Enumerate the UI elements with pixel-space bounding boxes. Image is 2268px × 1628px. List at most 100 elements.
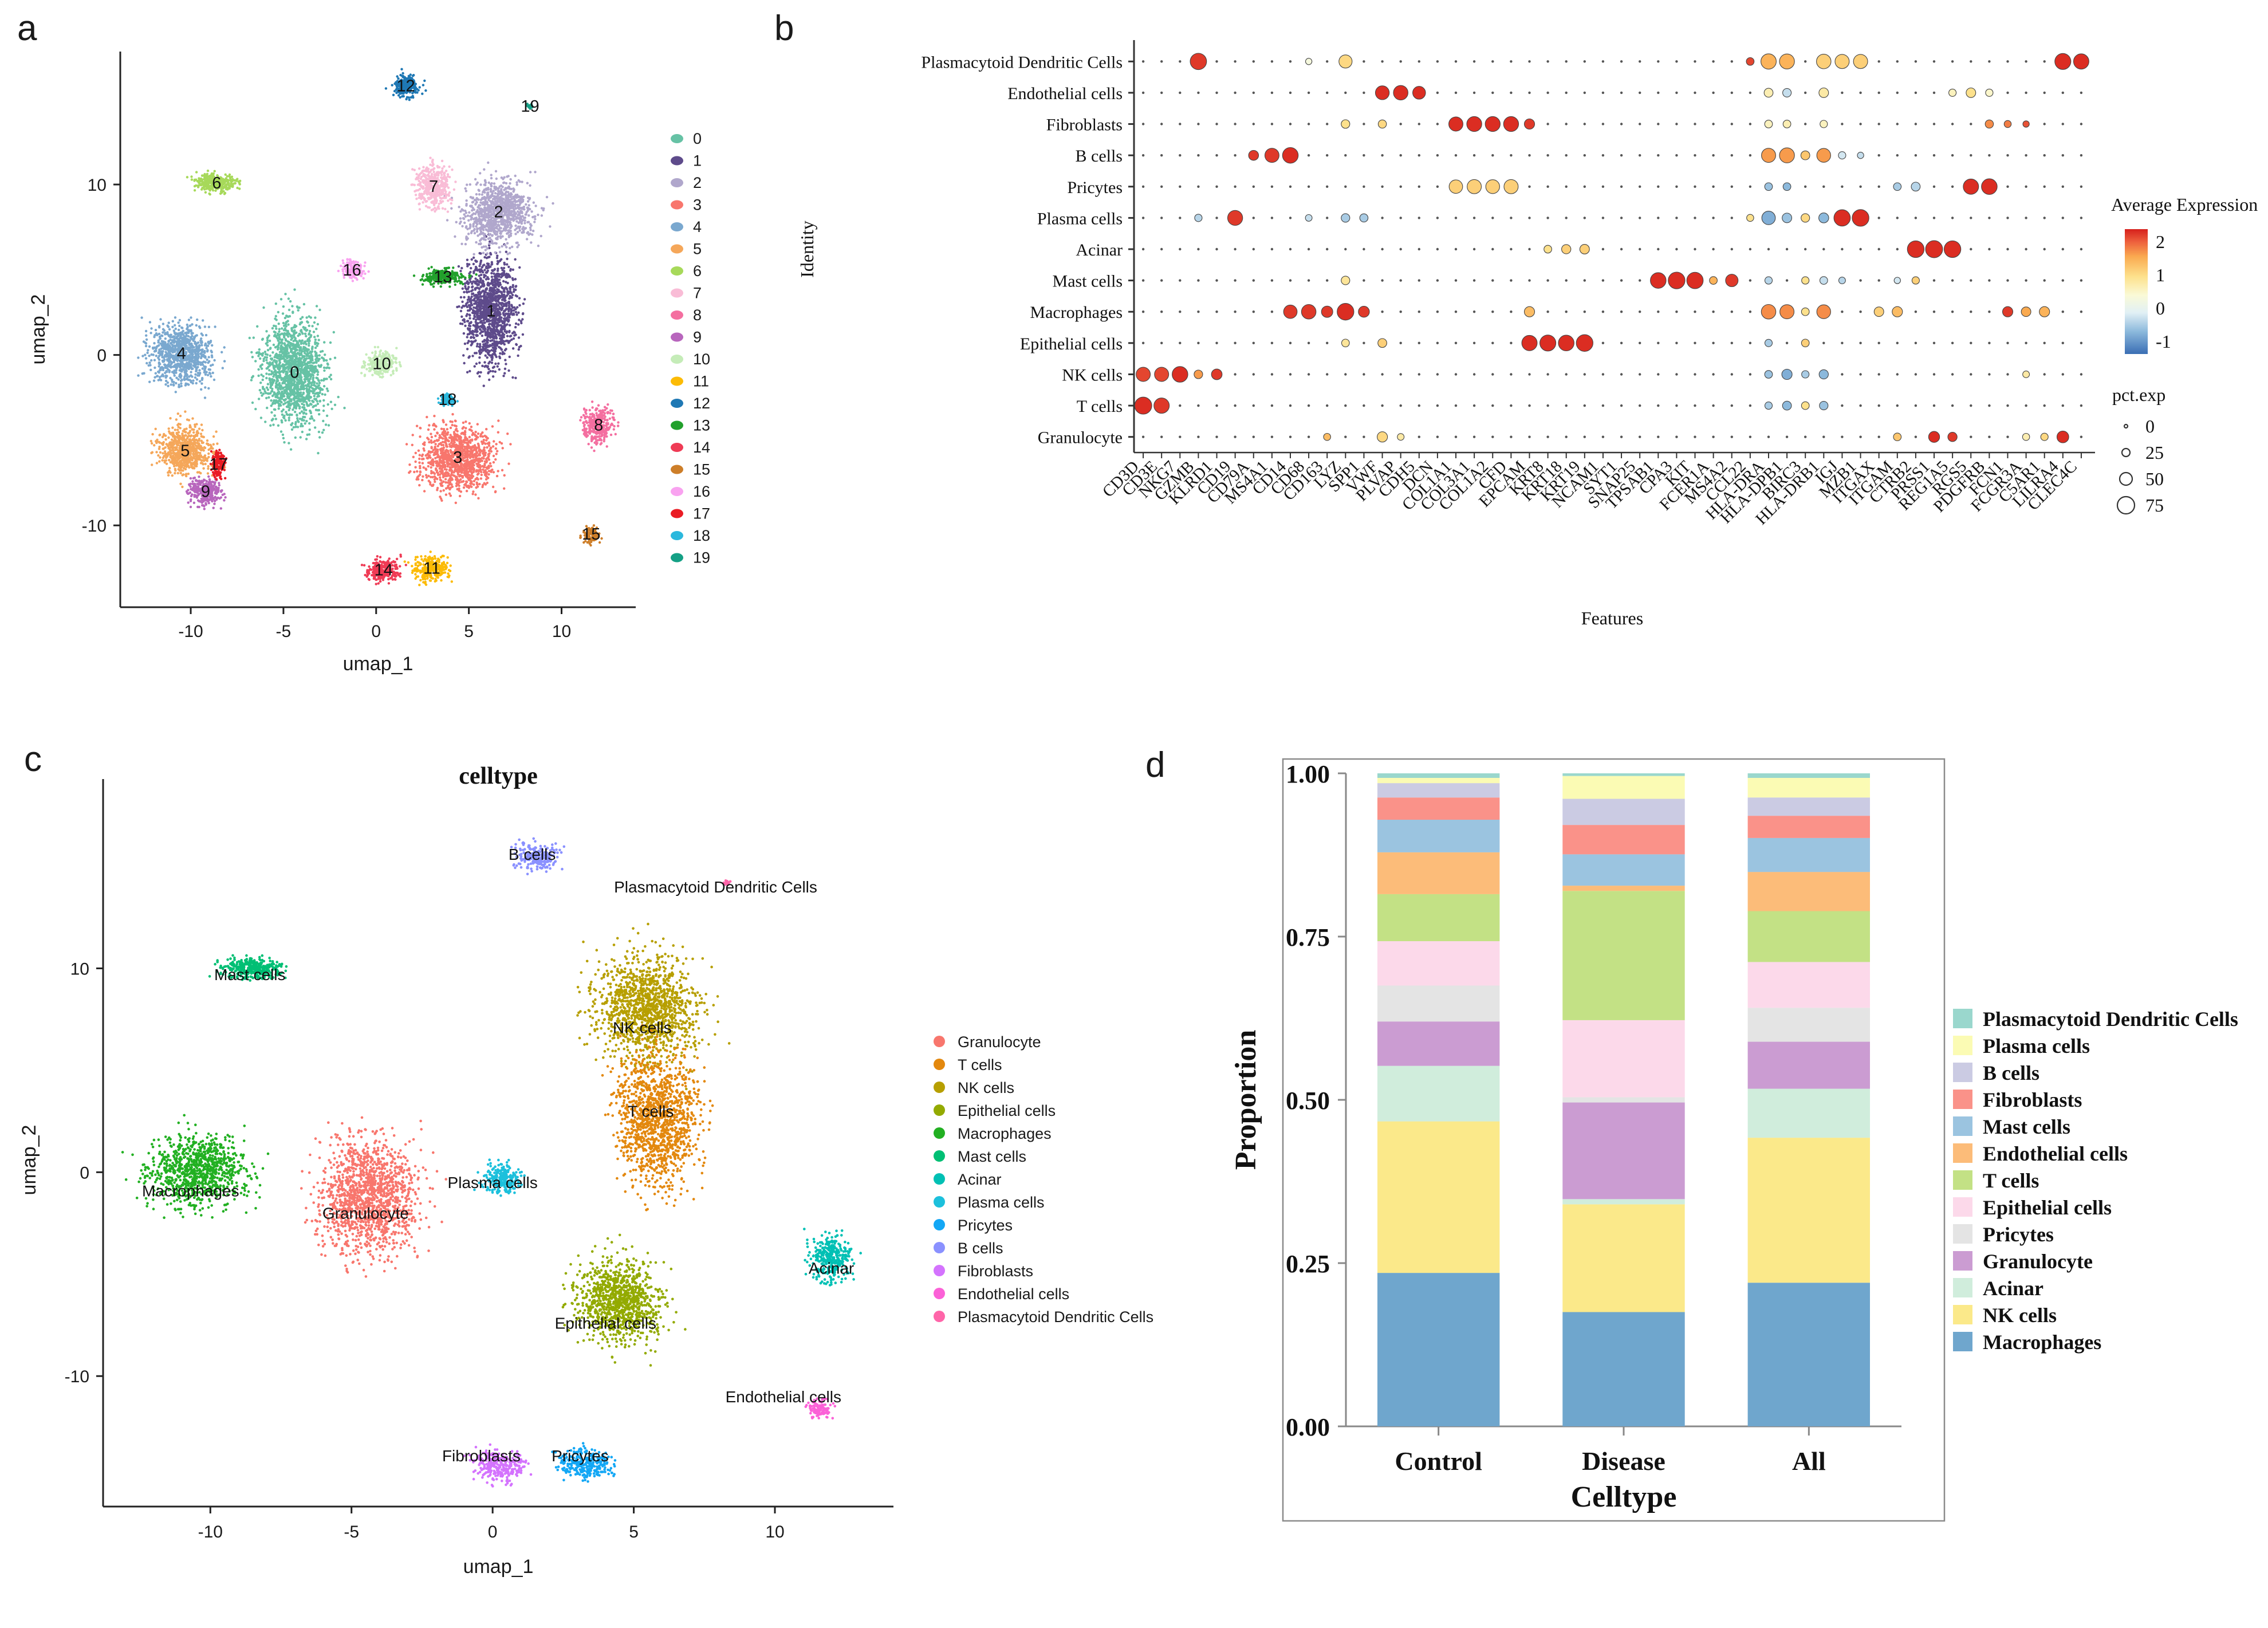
legend-item-17[interactable]: 17: [671, 505, 710, 522]
dot: [1914, 341, 1917, 344]
legend-label-7: 7: [693, 285, 702, 302]
legend-swatch-19: [671, 553, 683, 563]
dot: [1951, 341, 1954, 344]
dot: [1896, 154, 1899, 157]
legend-item[interactable]: Epithelial cells: [934, 1102, 1056, 1119]
legend-item-9[interactable]: 9: [671, 329, 702, 346]
legend-item-19[interactable]: 19: [671, 549, 710, 567]
dot: [1841, 247, 1844, 251]
dot: [2080, 404, 2083, 407]
dot: [1289, 404, 1292, 407]
dot: [1197, 310, 1200, 313]
legend-item-15[interactable]: 15: [671, 461, 710, 478]
dot: [1454, 435, 1458, 438]
dot: [2080, 373, 2083, 376]
legend-item[interactable]: Pricytes: [934, 1217, 1013, 1234]
legend-label: Fibroblasts: [1983, 1088, 2082, 1111]
dot: [1675, 341, 1678, 344]
bar-segment: [1377, 1121, 1500, 1273]
dot: [1859, 91, 1862, 95]
dot: [1601, 185, 1605, 188]
legend-item-2[interactable]: 2: [671, 174, 702, 191]
legend-item[interactable]: Pricytes: [1953, 1223, 2054, 1246]
dot: [1134, 396, 1152, 415]
dot: [2043, 373, 2046, 376]
legend-item[interactable]: Plasmacytoid Dendritic Cells: [1953, 1008, 2238, 1031]
dot: [1381, 60, 1384, 63]
dot: [1583, 217, 1586, 219]
legend-label-6: 6: [693, 262, 702, 280]
legend-item-0[interactable]: 0: [671, 130, 702, 147]
legend-item[interactable]: B cells: [1953, 1061, 2039, 1084]
legend-item[interactable]: T cells: [934, 1056, 1002, 1073]
dot: [1179, 185, 1182, 188]
legend-item-5[interactable]: 5: [671, 241, 702, 258]
dot: [1418, 60, 1420, 63]
legend-item-8[interactable]: 8: [671, 306, 702, 324]
legend-item-11[interactable]: 11: [671, 373, 709, 390]
bar-segment: [1562, 1020, 1685, 1098]
legend-item[interactable]: T cells: [1953, 1169, 2039, 1192]
legend-item[interactable]: Fibroblasts: [934, 1263, 1033, 1280]
legend-item-10[interactable]: 10: [671, 351, 710, 368]
dot: [1307, 435, 1310, 438]
legend-item-7[interactable]: 7: [671, 285, 702, 302]
legend-item[interactable]: B cells: [934, 1240, 1003, 1257]
legend-item-13[interactable]: 13: [671, 417, 710, 434]
legend-label-16: 16: [693, 483, 710, 500]
bar-segment: [1562, 886, 1685, 891]
dot: [1381, 154, 1384, 157]
legend-item-4[interactable]: 4: [671, 218, 702, 235]
dot: [1730, 60, 1733, 63]
dot: [1179, 60, 1182, 63]
legend-item[interactable]: Granulocyte: [934, 1033, 1041, 1051]
dot: [1620, 123, 1623, 125]
dot: [2073, 53, 2089, 70]
dot: [1344, 404, 1347, 407]
expression-colorbar: [2125, 229, 2148, 354]
legend-item-6[interactable]: 6: [671, 262, 702, 280]
legend-item[interactable]: Acinar: [934, 1171, 1002, 1188]
legend-item-14[interactable]: 14: [671, 439, 710, 456]
legend-item[interactable]: NK cells: [1953, 1304, 2057, 1327]
panel-c-ytick: 10: [70, 960, 89, 978]
legend-item-3[interactable]: 3: [671, 196, 702, 214]
legend-item[interactable]: Fibroblasts: [1953, 1088, 2082, 1111]
dot: [1252, 341, 1255, 344]
legend-item[interactable]: Plasma cells: [934, 1194, 1045, 1211]
dot: [2006, 341, 2009, 344]
dot: [2043, 91, 2046, 95]
dot: [1381, 217, 1384, 219]
legend-item[interactable]: Plasma cells: [1953, 1035, 2090, 1057]
legend-item[interactable]: NK cells: [934, 1079, 1014, 1096]
legend-item[interactable]: Mast cells: [934, 1148, 1026, 1165]
legend-item[interactable]: Granulocyte: [1953, 1250, 2093, 1273]
legend-item[interactable]: Endothelial cells: [1953, 1142, 2128, 1165]
dot: [1650, 272, 1667, 289]
cluster-points-18: [436, 392, 459, 407]
dot: [1472, 60, 1476, 63]
dot: [1859, 435, 1862, 438]
legend-item[interactable]: Macrophages: [934, 1125, 1052, 1142]
bar-segment: [1562, 825, 1685, 855]
legend-item[interactable]: Epithelial cells: [1953, 1196, 2112, 1219]
legend-item[interactable]: Plasmacytoid Dendritic Cells: [934, 1308, 1153, 1326]
dot: [1639, 373, 1641, 376]
legend-item-16[interactable]: 16: [671, 483, 710, 500]
dot: [1344, 154, 1347, 157]
dot: [1694, 310, 1696, 313]
dot: [1896, 217, 1899, 219]
dot: [1215, 404, 1218, 407]
dot: [1436, 60, 1439, 63]
legend-item-12[interactable]: 12: [671, 395, 710, 412]
dot: [1565, 91, 1568, 95]
legend-swatch: [1953, 1197, 1972, 1217]
legend-item[interactable]: Mast cells: [1953, 1115, 2070, 1138]
legend-item[interactable]: Macrophages: [1953, 1331, 2101, 1354]
dot: [1761, 53, 1777, 70]
dot: [1620, 341, 1623, 344]
legend-item[interactable]: Acinar: [1953, 1277, 2043, 1300]
legend-item[interactable]: Endothelial cells: [934, 1285, 1069, 1303]
legend-item-18[interactable]: 18: [671, 527, 710, 544]
legend-item-1[interactable]: 1: [671, 152, 702, 170]
